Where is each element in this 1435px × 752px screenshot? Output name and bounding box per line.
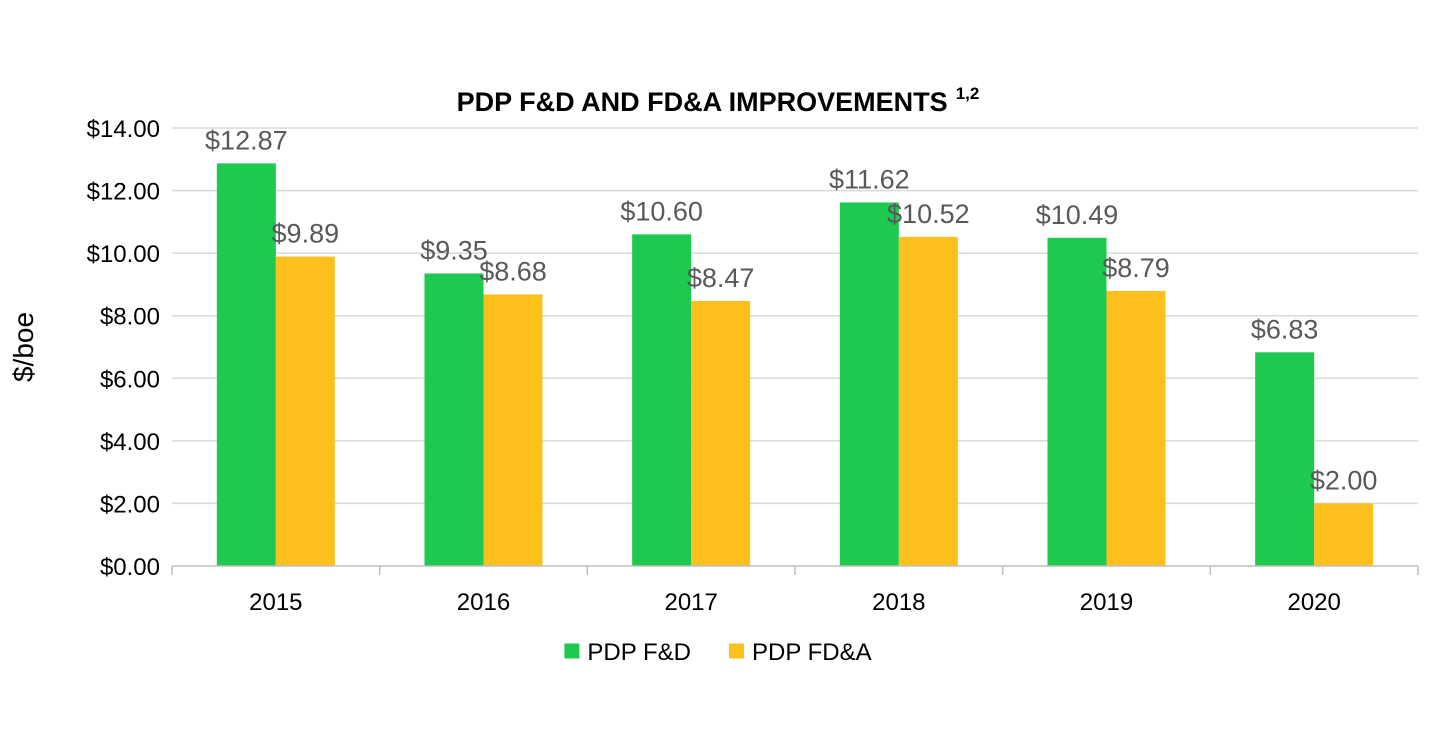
legend-swatch bbox=[564, 643, 580, 659]
legend-label: PDP FD&A bbox=[752, 639, 872, 666]
bar-pdp-fd-a-2020 bbox=[1314, 503, 1374, 566]
y-tick-label: $2.00 bbox=[100, 491, 160, 518]
y-tick-label: $4.00 bbox=[100, 429, 160, 456]
data-label: $2.00 bbox=[1310, 465, 1378, 495]
data-label: $11.62 bbox=[829, 164, 910, 194]
bar-pdp-f-d-2020 bbox=[1255, 352, 1315, 566]
x-tick-label: 2016 bbox=[457, 589, 510, 616]
legend: PDP F&D PDP FD&A bbox=[564, 639, 872, 666]
bar-pdp-f-d-2019 bbox=[1047, 237, 1107, 566]
chart-title: PDP F&D AND FD&A IMPROVEMENTS 1,2 bbox=[457, 84, 980, 117]
y-tick-label: $6.00 bbox=[100, 366, 160, 393]
data-label: $10.49 bbox=[1036, 200, 1119, 230]
bar-pdp-fd-a-2017 bbox=[691, 301, 751, 566]
bar-pdp-fd-a-2016 bbox=[483, 294, 543, 566]
data-label: $8.47 bbox=[687, 263, 755, 293]
data-labels: $12.87 $9.89 $9.35$8.68 $10.60 $8.47 $11.62 $1… bbox=[205, 125, 1377, 495]
data-label: $8.68 bbox=[479, 256, 547, 286]
bar-pdp-f-d-2017 bbox=[632, 234, 692, 566]
gridlines bbox=[172, 127, 1418, 505]
axes: $0.00 $2.00 $4.00 $6.00 $8.00 $10.00 $12.00 $14… bbox=[87, 116, 1419, 616]
data-label: $10.52 bbox=[887, 199, 970, 229]
y-tick-label: $0.00 bbox=[100, 554, 160, 581]
data-label: $9.35 bbox=[420, 235, 488, 265]
bar-pdp-fd-a-2015 bbox=[275, 256, 335, 566]
y-tick-label: $12.00 bbox=[87, 179, 160, 206]
bar-pdp-f-d-2016 bbox=[424, 273, 484, 566]
x-tick-label: 2019 bbox=[1080, 589, 1133, 616]
x-tick-label: 2015 bbox=[249, 589, 302, 616]
bars bbox=[216, 163, 1374, 567]
x-tick-label: 2017 bbox=[664, 589, 717, 616]
legend-swatch bbox=[729, 643, 744, 659]
x-tick-label: 2018 bbox=[872, 589, 925, 616]
bar-pdp-fd-a-2018 bbox=[898, 236, 958, 567]
bar-pdp-f-d-2015 bbox=[216, 163, 276, 567]
data-label: $10.60 bbox=[620, 196, 703, 226]
data-label: $6.83 bbox=[1251, 314, 1319, 344]
bar-pdp-fd-a-2019 bbox=[1106, 290, 1166, 566]
x-tick-label: 2020 bbox=[1287, 589, 1340, 616]
legend-label: PDP F&D bbox=[587, 639, 691, 666]
y-tick-label: $8.00 bbox=[100, 304, 160, 331]
data-label: $9.89 bbox=[272, 219, 340, 249]
data-label: $8.79 bbox=[1102, 253, 1170, 283]
y-axis-title: $/boe bbox=[8, 312, 39, 382]
y-tick-label: $10.00 bbox=[87, 241, 160, 268]
chart-title-superscript: 1,2 bbox=[956, 84, 980, 103]
y-tick-label: $14.00 bbox=[87, 116, 160, 143]
bar-pdp-f-d-2018 bbox=[839, 202, 899, 566]
chart-title-main: PDP F&D AND FD&A IMPROVEMENTS bbox=[457, 87, 948, 117]
data-label: $12.87 bbox=[205, 125, 288, 155]
